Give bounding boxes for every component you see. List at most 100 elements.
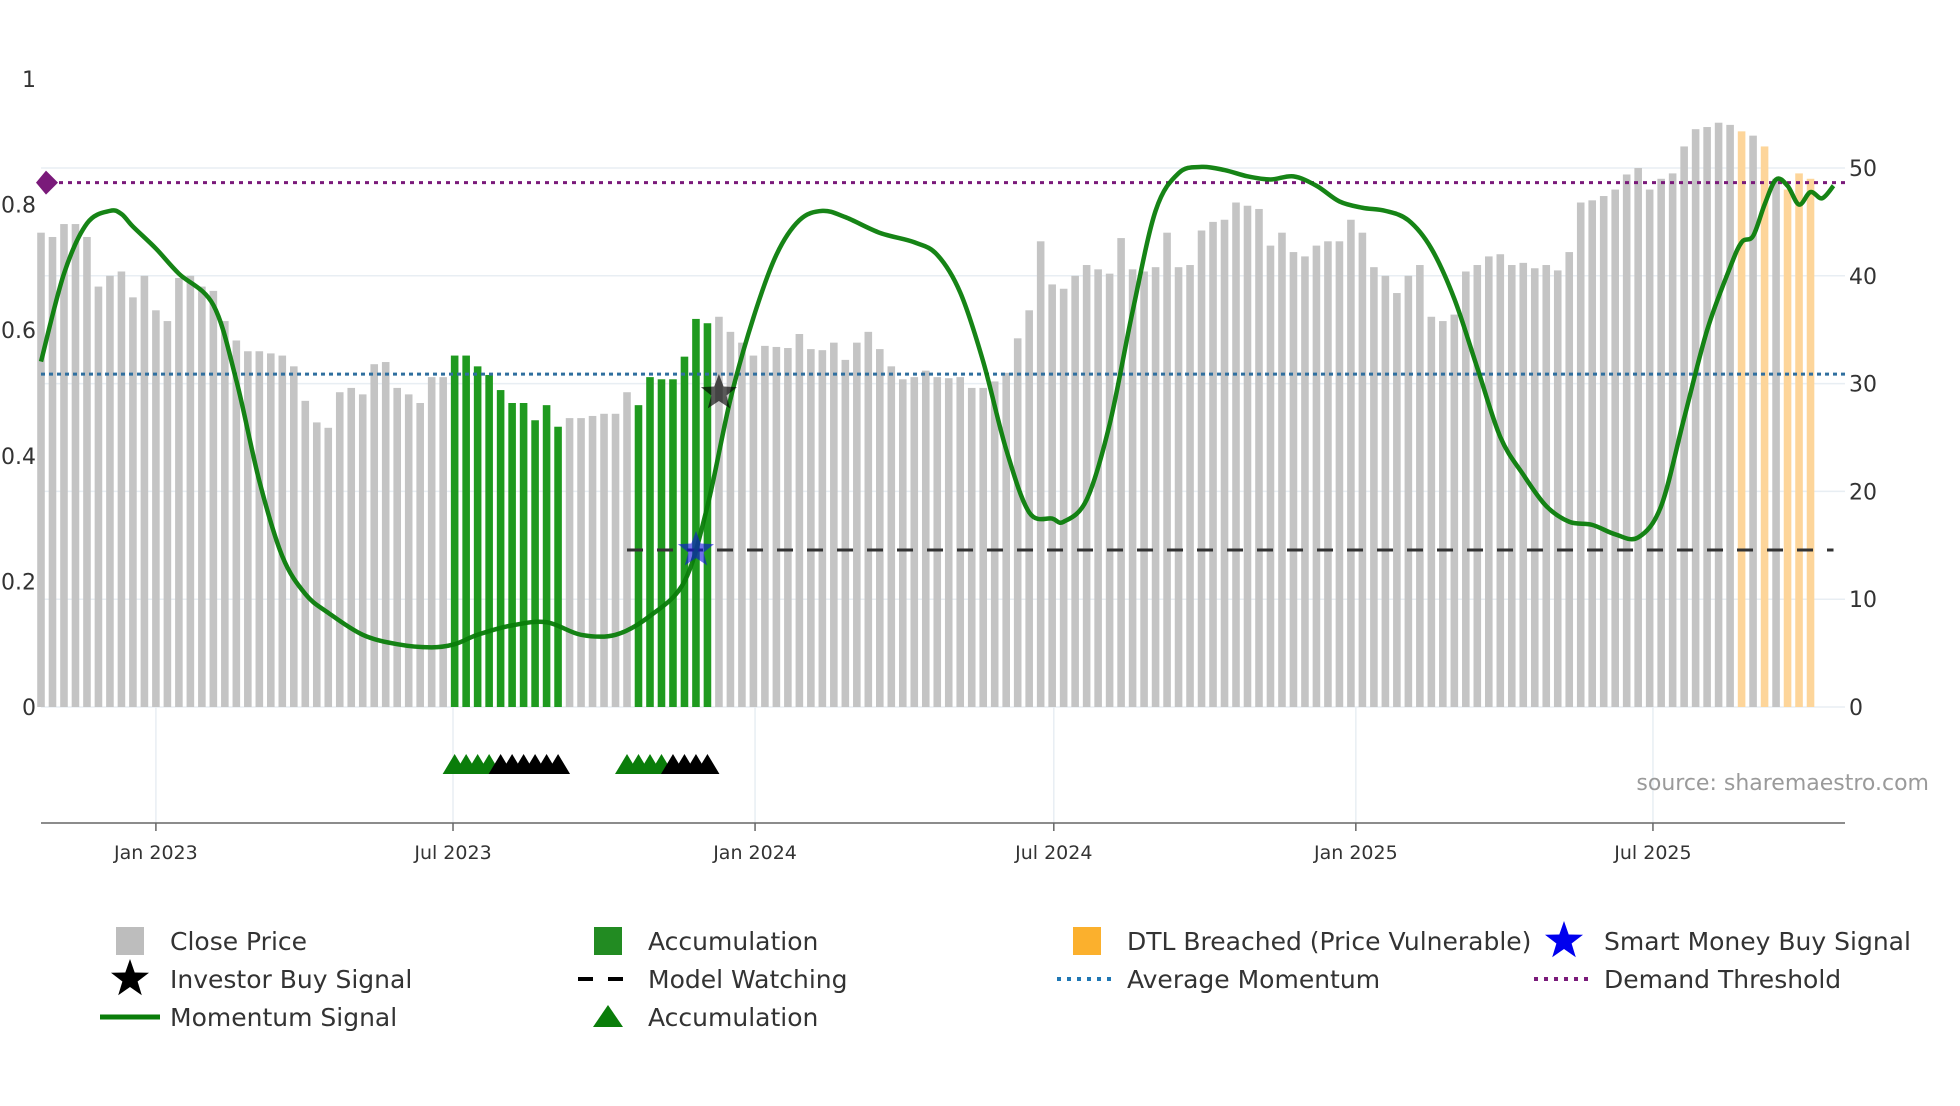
bar-dtl — [1806, 178, 1815, 707]
accumulation-marker-black — [695, 754, 720, 774]
legend-label: Momentum Signal — [170, 1003, 397, 1032]
bar-close — [887, 366, 896, 707]
bar-close — [1450, 314, 1459, 707]
bar-close — [876, 349, 884, 707]
bar-close — [232, 340, 241, 707]
bar-close — [1002, 372, 1010, 707]
legend-item: Accumulation — [594, 927, 818, 956]
bar-close — [1186, 265, 1194, 707]
legend-label: Demand Threshold — [1604, 965, 1841, 994]
bar-close — [1324, 241, 1332, 707]
investor-buy-signal-star — [700, 374, 737, 409]
bar-accumulation — [692, 318, 700, 707]
bar-accumulation — [680, 356, 689, 707]
bar-close — [1266, 245, 1275, 707]
gridlines — [41, 167, 1845, 823]
bar-close — [1542, 265, 1551, 707]
x-tick-label: Jan 2025 — [1313, 842, 1398, 864]
demand-threshold-marker — [36, 170, 58, 195]
bar-close — [726, 331, 735, 707]
bar-close — [761, 345, 769, 707]
bar-dtl — [1783, 189, 1792, 707]
y-left-tick-label: 0.8 — [1, 194, 36, 219]
legend-label: DTL Breached (Price Vulnerable) — [1127, 927, 1531, 956]
bar-close — [1507, 265, 1516, 707]
bar-close — [1140, 271, 1148, 707]
legend-item: Close Price — [116, 927, 307, 956]
bar-close — [1599, 196, 1608, 707]
bar-close — [117, 271, 126, 707]
x-tick-label: Jan 2023 — [113, 842, 198, 864]
bar-close — [48, 236, 57, 707]
y-left-tick-label: 1 — [22, 68, 36, 93]
legend-star-swatch — [1545, 921, 1583, 958]
bar-close — [416, 403, 424, 707]
bar-close — [979, 387, 988, 707]
bar-close — [1439, 321, 1447, 707]
bar-close — [772, 346, 781, 707]
bar-close — [795, 334, 804, 707]
bar-close — [1462, 271, 1470, 707]
bar-close — [1404, 275, 1413, 707]
bar-close — [1174, 267, 1183, 707]
momentum-line-group — [38, 164, 1836, 650]
accumulation-marker-black — [546, 754, 571, 774]
bar-close — [175, 277, 183, 707]
bar-accumulation — [473, 366, 482, 707]
bar-close — [577, 418, 585, 707]
bar-close — [1588, 200, 1597, 707]
bar-close — [1668, 173, 1677, 707]
legend-label: Investor Buy Signal — [170, 965, 412, 994]
bar-close — [221, 321, 229, 707]
bar-close — [71, 224, 80, 707]
bar-close — [1209, 221, 1217, 707]
bar-close — [140, 275, 149, 707]
bar-close — [209, 290, 218, 707]
bar-close — [1243, 205, 1252, 708]
x-tick-label: Jan 2024 — [712, 842, 797, 864]
bar-close — [186, 275, 195, 707]
y-right-tick-label: 0 — [1849, 696, 1863, 721]
bar-close — [1657, 178, 1665, 707]
bar-close — [898, 379, 907, 707]
bar-close — [807, 349, 815, 707]
legend-label: Accumulation — [648, 927, 818, 956]
bar-close — [1082, 265, 1091, 707]
y-left-tick-label: 0.4 — [1, 445, 36, 470]
legend-label: Close Price — [170, 927, 307, 956]
legend-item: Average Momentum — [1057, 965, 1380, 994]
bar-close — [1427, 316, 1436, 707]
reference-lines — [36, 170, 1845, 552]
bar-close — [1048, 284, 1056, 707]
bar-close — [198, 286, 206, 707]
bar-close — [921, 370, 930, 707]
bar-close — [1416, 265, 1424, 707]
legend-label: Smart Money Buy Signal — [1604, 927, 1911, 956]
bar-close — [1013, 338, 1022, 707]
bar-close — [1553, 270, 1562, 707]
bar-close — [37, 232, 45, 707]
bar-accumulation — [485, 374, 493, 707]
bar-close — [312, 422, 321, 707]
y-left-tick-label: 0.2 — [1, 570, 36, 595]
x-tick-label: Jul 2023 — [413, 842, 491, 864]
y-right-tick-label: 50 — [1849, 157, 1877, 182]
bar-dtl — [1760, 146, 1769, 707]
bar-accumulation — [646, 377, 654, 707]
bar-close — [1347, 219, 1355, 707]
bar-close — [1105, 273, 1114, 707]
bar-close — [1691, 129, 1700, 707]
bar-close — [1381, 275, 1390, 707]
bar-close — [1634, 168, 1642, 707]
bar-close — [1312, 245, 1321, 707]
legend-label: Accumulation — [648, 1003, 818, 1032]
bar-close — [278, 355, 287, 707]
bar-close — [152, 310, 160, 707]
smart-money-buy-signal-star — [677, 531, 714, 566]
bar-close — [289, 366, 298, 707]
bar-close — [784, 348, 792, 707]
bar-close — [60, 224, 68, 707]
bar-close — [1576, 202, 1585, 707]
legend-item: Demand Threshold — [1534, 965, 1841, 994]
